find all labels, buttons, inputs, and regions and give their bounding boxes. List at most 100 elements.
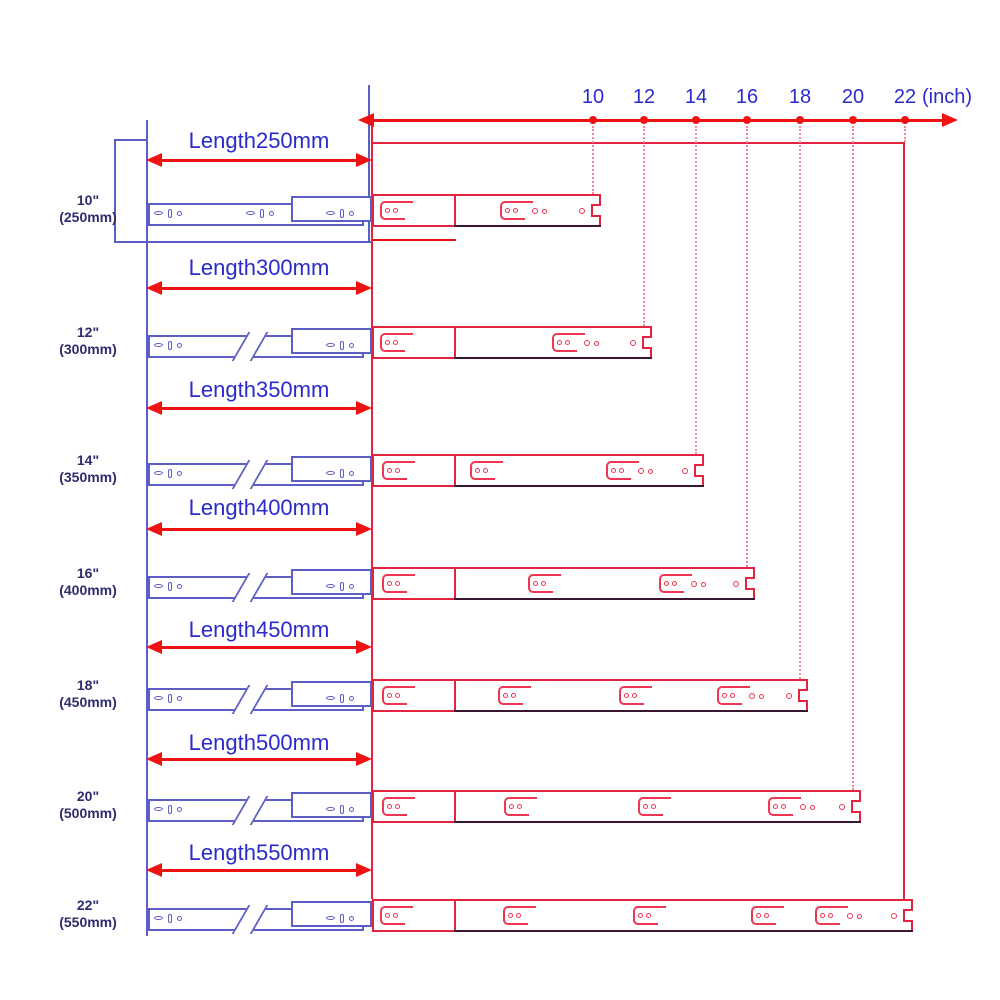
size-label-mm: (450mm) bbox=[59, 694, 117, 710]
hole-dot-icon bbox=[177, 210, 182, 216]
extra-hole-icon bbox=[759, 694, 764, 699]
arrowhead-left-icon bbox=[146, 522, 162, 536]
ruler-tick-dot bbox=[796, 116, 804, 124]
ruler-tick-dot bbox=[743, 116, 751, 124]
clip-hole-icon bbox=[387, 804, 392, 809]
rivet-holes-icon bbox=[326, 804, 354, 814]
ruler-tick-label: 20 bbox=[841, 86, 865, 108]
extension-baseline bbox=[371, 118, 373, 899]
size-label-inch: 20" bbox=[76, 788, 100, 804]
hole-slot-icon bbox=[168, 804, 172, 814]
clip-hole-icon bbox=[643, 804, 648, 809]
slide-bottom-edge bbox=[454, 930, 913, 932]
extra-hole-icon bbox=[857, 914, 862, 919]
clip-hole-icon bbox=[395, 693, 400, 698]
hole-slot-icon bbox=[260, 208, 264, 218]
arrow-shaft bbox=[162, 527, 356, 531]
extension-guide-dotline bbox=[852, 126, 854, 790]
clip-hole-icon bbox=[672, 581, 677, 586]
extra-hole-icon bbox=[749, 693, 755, 699]
length-label: Length550mm bbox=[188, 840, 330, 865]
ruler-tick-label: 16 bbox=[735, 86, 759, 108]
extended-slide bbox=[372, 326, 652, 359]
arrowhead-left-icon bbox=[146, 640, 162, 654]
arrow-shaft bbox=[162, 645, 356, 649]
extended-slide bbox=[372, 194, 601, 227]
slide-section-divider bbox=[454, 790, 456, 823]
rivet-holes-icon bbox=[154, 693, 182, 703]
mount-bracket-line bbox=[114, 139, 116, 243]
clip-hole-icon bbox=[565, 340, 570, 345]
clip-hole-icon bbox=[385, 913, 390, 918]
size-label-inch: 10" bbox=[76, 192, 100, 208]
arrow-shaft bbox=[162, 868, 356, 872]
hole-slot-icon bbox=[168, 913, 172, 923]
hole-oval-icon bbox=[154, 916, 163, 920]
ruler-tick-label: 12 bbox=[632, 86, 656, 108]
hole-oval-icon bbox=[326, 916, 335, 920]
ruler-tick-label: 14 bbox=[684, 86, 708, 108]
slide-end-notch-icon bbox=[798, 689, 808, 702]
extra-hole-icon bbox=[847, 913, 853, 919]
mounting-clip-icon bbox=[528, 574, 561, 593]
mounting-clip-icon bbox=[382, 686, 415, 705]
hole-dot-icon bbox=[349, 583, 354, 589]
clip-hole-icon bbox=[511, 693, 516, 698]
rivet-holes-icon bbox=[326, 208, 354, 218]
clip-hole-icon bbox=[395, 468, 400, 473]
mounting-clip-icon bbox=[380, 333, 413, 352]
hole-slot-icon bbox=[340, 581, 344, 591]
arrowhead-right-icon bbox=[356, 640, 372, 654]
mounting-clip-icon bbox=[382, 574, 415, 593]
extra-hole-icon bbox=[594, 341, 599, 346]
ruler-unit-label: (inch) bbox=[922, 86, 973, 108]
hole-slot-icon bbox=[340, 693, 344, 703]
size-label-inch: 16" bbox=[76, 565, 100, 581]
extra-hole-icon bbox=[648, 469, 653, 474]
extra-hole-icon bbox=[810, 805, 815, 810]
hole-slot-icon bbox=[340, 208, 344, 218]
size-label-mm: (400mm) bbox=[59, 582, 117, 598]
row1-extension-stub-line bbox=[372, 239, 456, 241]
hole-dot-icon bbox=[349, 470, 354, 476]
rivet-holes-icon bbox=[154, 804, 182, 814]
clip-hole-icon bbox=[475, 468, 480, 473]
ruler-line bbox=[374, 119, 942, 122]
end-hole-icon bbox=[733, 581, 739, 587]
ruler-tick-label: 22 bbox=[893, 86, 917, 108]
hole-dot-icon bbox=[349, 695, 354, 701]
size-label: 18" (450mm) bbox=[28, 677, 148, 711]
length-dimension-arrow bbox=[146, 400, 372, 416]
closed-slide-inner-rail bbox=[291, 681, 372, 707]
slide-section-divider bbox=[454, 194, 456, 227]
clip-hole-icon bbox=[756, 913, 761, 918]
ruler-tick-dot bbox=[640, 116, 648, 124]
mounting-clip-icon bbox=[382, 797, 415, 816]
hole-oval-icon bbox=[326, 584, 335, 588]
mounting-clip-icon bbox=[470, 461, 503, 480]
closed-slide-inner-rail bbox=[291, 901, 372, 927]
slide-bottom-edge bbox=[454, 710, 808, 712]
clip-hole-icon bbox=[505, 208, 510, 213]
arrowhead-right-icon bbox=[356, 281, 372, 295]
hole-oval-icon bbox=[326, 696, 335, 700]
hole-dot-icon bbox=[349, 342, 354, 348]
size-label-inch: 14" bbox=[76, 452, 100, 468]
mounting-clip-icon bbox=[606, 461, 639, 480]
rivet-holes-icon bbox=[154, 340, 182, 350]
clip-hole-icon bbox=[781, 804, 786, 809]
slide-end-notch-icon bbox=[591, 204, 601, 217]
arrowhead-right-icon bbox=[356, 752, 372, 766]
clip-hole-icon bbox=[393, 913, 398, 918]
clip-hole-icon bbox=[395, 804, 400, 809]
extra-hole-icon bbox=[638, 468, 644, 474]
extension-envelope-right bbox=[903, 142, 905, 899]
ruler-tick-dot bbox=[849, 116, 857, 124]
size-label-mm: (350mm) bbox=[59, 469, 117, 485]
extension-guide-dotline bbox=[904, 126, 906, 142]
